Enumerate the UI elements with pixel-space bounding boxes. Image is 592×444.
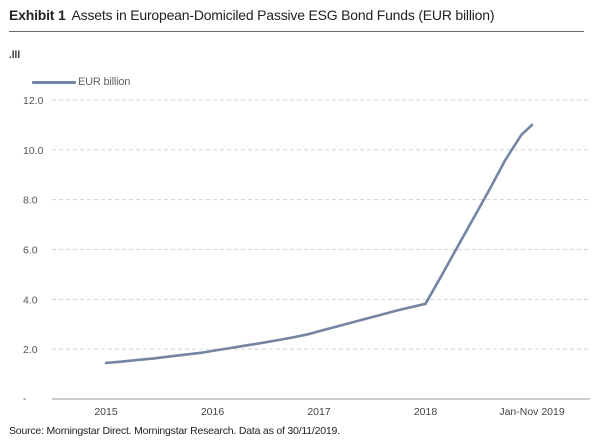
y-tick-label: 4.0 [23, 294, 38, 306]
chart-title-row: Exhibit 1 Assets in European-Domiciled Pa… [9, 7, 494, 23]
y-tick-label: 8.0 [23, 195, 38, 207]
x-tick-label: 2018 [414, 406, 438, 418]
x-tick-label: 2016 [201, 406, 225, 418]
y-tick-label: - [23, 393, 27, 405]
y-tick-label: 2.0 [23, 344, 38, 356]
y-tick-label: 6.0 [23, 245, 38, 257]
exhibit-label: Exhibit 1 [9, 7, 66, 23]
y-tick-label: 10.0 [23, 145, 44, 157]
title-divider [9, 31, 584, 32]
y-tick-label: 12.0 [23, 95, 44, 107]
chart-title: Assets in European-Domiciled Passive ESG… [71, 7, 495, 23]
chart-legend: EUR billion [32, 76, 130, 88]
x-tick-label: Jan-Nov 2019 [499, 406, 565, 418]
bar-chart-icon: .lll [9, 50, 21, 61]
x-tick-label: 2015 [94, 406, 118, 418]
series-line [104, 123, 534, 365]
legend-label: EUR billion [78, 76, 131, 88]
source-note: Source: Morningstar Direct. Morningstar … [9, 425, 340, 437]
x-tick-label: 2017 [307, 406, 331, 418]
legend-swatch [32, 80, 76, 84]
